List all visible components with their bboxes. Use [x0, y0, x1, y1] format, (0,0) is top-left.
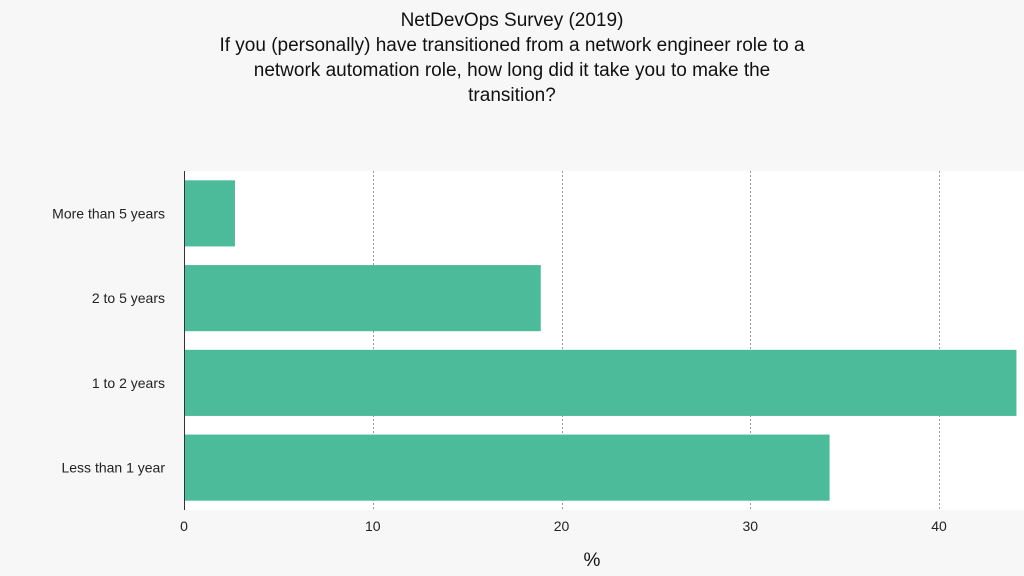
x-tick-label: 10 [365, 518, 381, 534]
x-tick-label: 20 [554, 518, 570, 534]
bar [185, 349, 1017, 416]
chart-title-line: network automation role, how long did it… [253, 60, 771, 81]
bar [185, 434, 830, 501]
chart-title: NetDevOps Survey (2019) If you (personal… [0, 8, 1024, 108]
chart-title-line: transition? [468, 85, 556, 106]
bar [185, 180, 235, 247]
x-tick-label: 0 [180, 518, 188, 534]
category-label: Less than 1 year [61, 460, 165, 476]
x-tick-label: 30 [743, 518, 759, 534]
chart-title-line: NetDevOps Survey (2019) [400, 10, 624, 31]
category-label: 1 to 2 years [92, 375, 165, 391]
x-axis-label: % [584, 550, 601, 571]
x-tick-label: 40 [931, 518, 947, 534]
category-label: 2 to 5 years [92, 290, 165, 306]
category-label: More than 5 years [52, 205, 165, 221]
bar [185, 265, 541, 332]
chart-title-line: If you (personally) have transitioned fr… [219, 35, 805, 56]
